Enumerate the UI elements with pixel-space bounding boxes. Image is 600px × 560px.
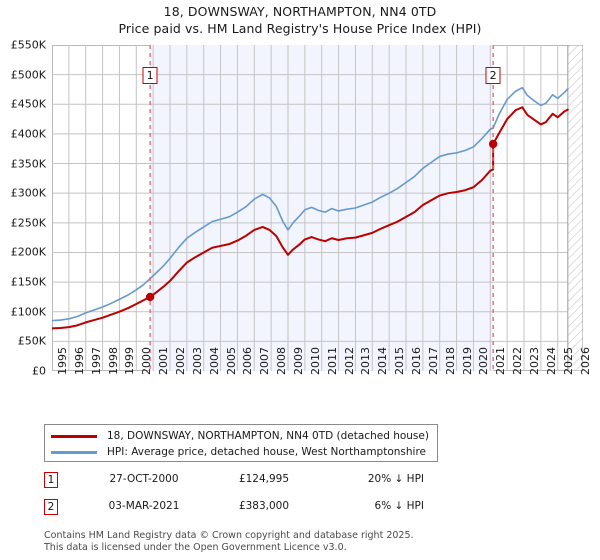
x-axis-tick-label: 2010: [308, 347, 322, 375]
x-axis-tick-label: 2014: [376, 347, 390, 375]
x-axis-tick-label: 2009: [292, 347, 305, 375]
x-axis-tick-label: 2002: [174, 347, 187, 375]
y-axis-tick-label: £0: [32, 364, 46, 378]
x-axis-tick-label: 2006: [241, 347, 255, 375]
x-axis-tick-label: 2008: [275, 347, 289, 375]
transaction-index-badge: 1: [44, 472, 58, 488]
y-axis-tick-label: £500K: [10, 68, 46, 82]
transaction-row: 2 03-MAR-2021 £383,000 6% ↓ HPI: [44, 497, 464, 524]
x-axis-tick-label: 2026: [578, 347, 592, 375]
x-axis-tick-label: 1997: [89, 347, 103, 375]
title-line-1: 18, DOWNSWAY, NORTHAMPTON, NN4 0TD: [163, 4, 437, 19]
x-axis-tick-label: 2012: [342, 347, 356, 375]
transaction-row: 1 27-OCT-2000 £124,995 20% ↓ HPI: [44, 470, 464, 497]
x-axis-tick-label: 2024: [544, 347, 558, 375]
x-axis-tick-label: 2007: [258, 347, 272, 375]
legend-label: HPI: Average price, detached house, West…: [107, 446, 426, 458]
chart-plot-area: [52, 45, 583, 371]
x-axis-tick-label: 2003: [190, 347, 204, 375]
transaction-date: 03-MAR-2021: [108, 500, 180, 512]
x-axis-tick-label: 2020: [477, 347, 491, 375]
y-axis-tick-label: £200K: [10, 245, 46, 259]
transaction-price: £383,000: [238, 500, 290, 512]
chart-legend: 18, DOWNSWAY, NORTHAMPTON, NN4 0TD (deta…: [44, 424, 438, 462]
x-axis-tick-label: 2017: [426, 347, 440, 375]
x-axis-tick-label: 2021: [494, 347, 508, 375]
transactions-table: 1 27-OCT-2000 £124,995 20% ↓ HPI 2 03-MAR-202…: [44, 470, 464, 524]
transaction-hpi-delta: 6% ↓ HPI: [374, 500, 424, 512]
transaction-date: 27-OCT-2000: [109, 473, 179, 485]
y-axis-tick-label: £50K: [17, 334, 46, 348]
y-axis-tick-label: £550K: [10, 38, 46, 52]
x-axis-tick-label: 2001: [157, 347, 171, 375]
x-axis-tick-label: 2025: [561, 347, 575, 375]
y-axis-tick-label: £300K: [10, 186, 46, 200]
x-axis-tick-label: 1996: [72, 347, 86, 375]
chart-marker-1: 1: [142, 66, 158, 84]
y-axis-tick-label: £350K: [10, 157, 46, 171]
legend-label: 18, DOWNSWAY, NORTHAMPTON, NN4 0TD (deta…: [107, 430, 429, 442]
legend-item: HPI: Average price, detached house, West…: [51, 444, 431, 460]
transaction-hpi-delta: 20% ↓ HPI: [367, 473, 424, 485]
footer-attribution: Contains HM Land Registry data © Crown c…: [44, 530, 564, 553]
y-axis-tick-label: £450K: [10, 97, 46, 111]
legend-color-swatch: [51, 450, 97, 454]
x-axis-tick-label: 2016: [410, 347, 423, 375]
title-line-2: Price paid vs. HM Land Registry's House …: [118, 21, 482, 36]
x-axis-tick-label: 2004: [207, 347, 221, 375]
x-axis-tick-label: 2018: [443, 347, 457, 375]
x-axis-tick-label: 1995: [56, 347, 69, 375]
page-title: 18, DOWNSWAY, NORTHAMPTON, NN4 0TD Price…: [0, 3, 600, 37]
transaction-index-badge: 2: [44, 499, 58, 515]
x-axis-tick-label: 2005: [224, 347, 238, 375]
legend-item: 18, DOWNSWAY, NORTHAMPTON, NN4 0TD (deta…: [51, 428, 431, 444]
footer-line-1: Contains HM Land Registry data © Crown c…: [44, 530, 414, 541]
legend-color-swatch: [51, 434, 97, 438]
x-axis-tick-label: 2023: [528, 347, 541, 375]
footer-line-2: This data is licensed under the Open Gov…: [44, 541, 347, 553]
x-axis-tick-label: 2000: [140, 347, 154, 375]
chart-marker-2: 2: [485, 66, 501, 84]
transaction-price: £124,995: [238, 473, 290, 485]
y-axis-tick-label: £100K: [10, 305, 46, 319]
x-axis-tick-label: 2011: [325, 347, 339, 375]
y-axis-tick-label: £150K: [10, 275, 46, 289]
x-axis-tick-label: 2019: [460, 347, 474, 375]
x-axis-tick-label: 1998: [106, 347, 120, 375]
chart-svg: [52, 45, 583, 371]
y-axis-tick-label: £400K: [10, 127, 46, 141]
x-axis-tick-label: 2015: [393, 347, 407, 375]
x-axis-tick-label: 1999: [123, 347, 137, 375]
x-axis-tick-label: 2013: [359, 347, 373, 375]
x-axis-tick-label: 2022: [511, 347, 525, 375]
y-axis-tick-label: £250K: [10, 216, 46, 230]
